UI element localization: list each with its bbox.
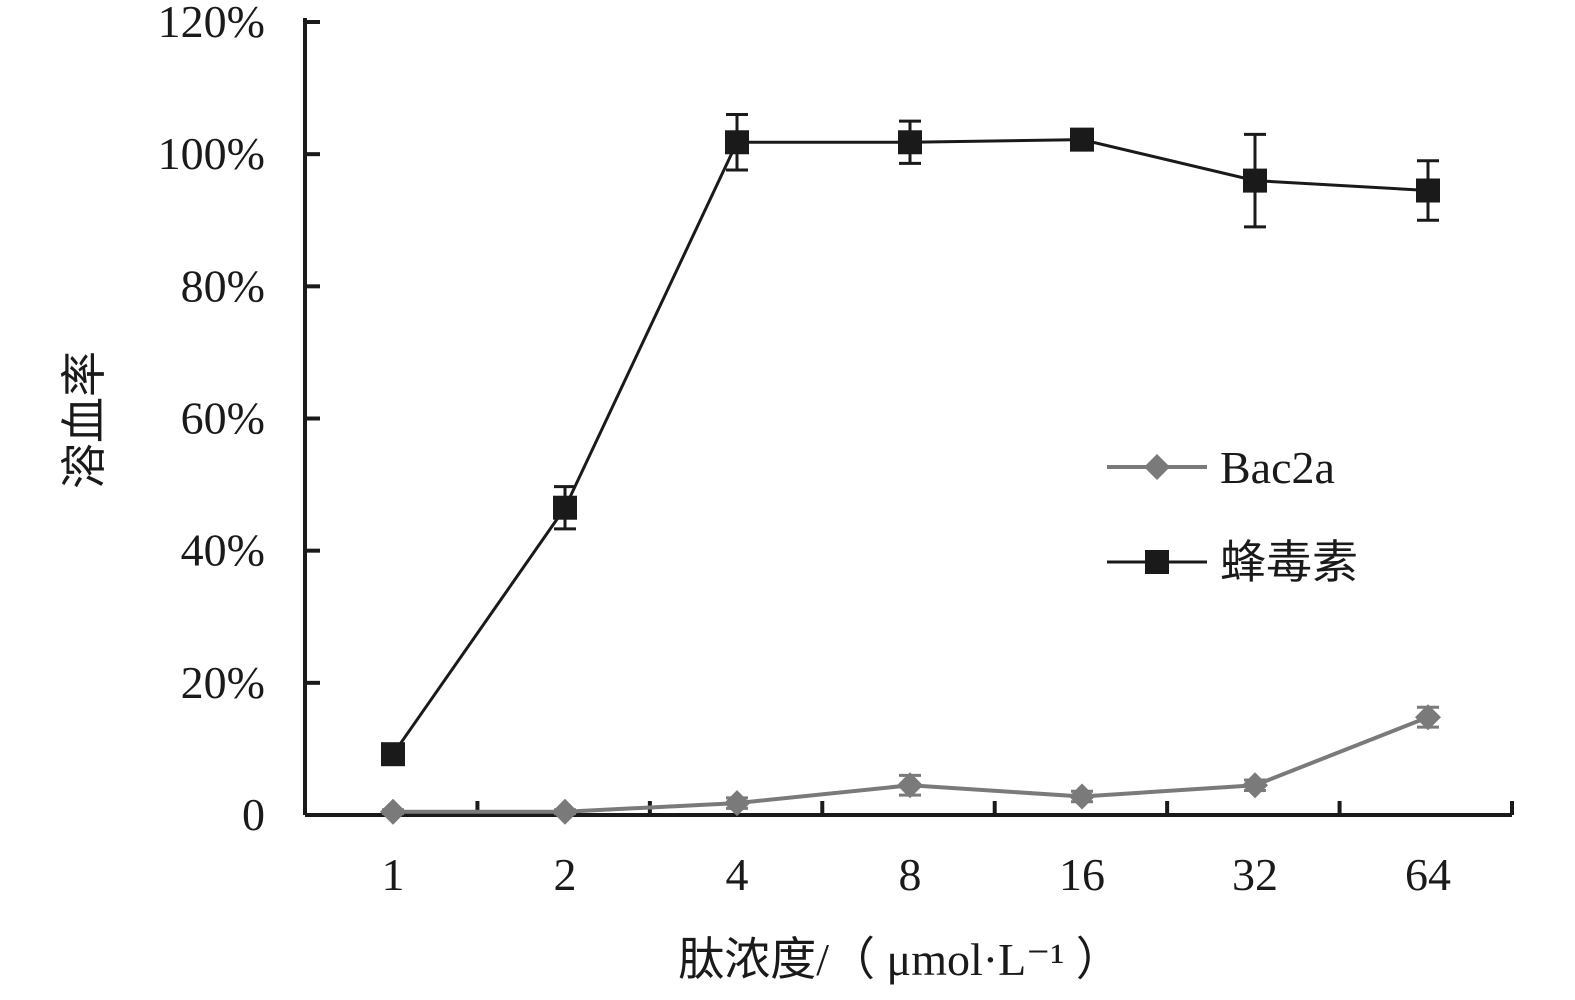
data-point (1415, 704, 1441, 731)
y-tick-label: 40% (181, 525, 265, 576)
data-point (725, 130, 749, 155)
x-tick-label: 2 (554, 849, 577, 900)
legend-item-bac2a: Bac2a (1107, 442, 1335, 493)
series-layer (380, 113, 1441, 825)
data-point (552, 798, 578, 825)
data-point (380, 798, 406, 825)
y-tick-label: 100% (158, 128, 265, 179)
data-point (1069, 783, 1095, 810)
x-tick-label: 8 (899, 849, 922, 900)
data-point (898, 130, 922, 155)
y-tick-label: 80% (181, 260, 265, 311)
data-point (381, 742, 405, 767)
data-point (1416, 178, 1440, 203)
x-tick-label: 32 (1232, 849, 1278, 900)
legend-label: Bac2a (1220, 442, 1335, 493)
data-point (1243, 168, 1267, 193)
y-tick-label: 120% (158, 0, 265, 47)
data-point (1242, 772, 1268, 799)
x-tick-label: 1 (382, 849, 405, 900)
series-bac2a (380, 704, 1441, 825)
y-tick-label: 60% (181, 393, 265, 444)
y-tick-label: 0 (242, 789, 265, 840)
y-axis-ticks: 0 20% 40% 60% 80% 100% 120% (158, 0, 320, 840)
x-tick-label: 4 (726, 849, 749, 900)
x-tick-label: 64 (1405, 849, 1451, 900)
y-axis-label: 溶血率 (59, 351, 110, 489)
legend: Bac2a 蜂毒素 (1107, 442, 1358, 588)
legend-marker (1145, 550, 1169, 574)
legend-item-melittin: 蜂毒素 (1107, 537, 1358, 588)
data-point (1070, 127, 1094, 152)
x-axis-ticks: 1 2 4 8 16 32 64 (382, 801, 1514, 900)
x-tick-label: 16 (1059, 849, 1105, 900)
series-melittin (381, 113, 1440, 767)
data-point (897, 772, 923, 799)
legend-marker (1144, 454, 1170, 480)
legend-label: 蜂毒素 (1220, 537, 1358, 588)
x-axis-label: 肽浓度/（ μmol·L⁻¹ ） (678, 934, 1122, 985)
data-point (553, 495, 577, 520)
data-point (724, 790, 750, 817)
y-tick-label: 20% (181, 657, 265, 708)
